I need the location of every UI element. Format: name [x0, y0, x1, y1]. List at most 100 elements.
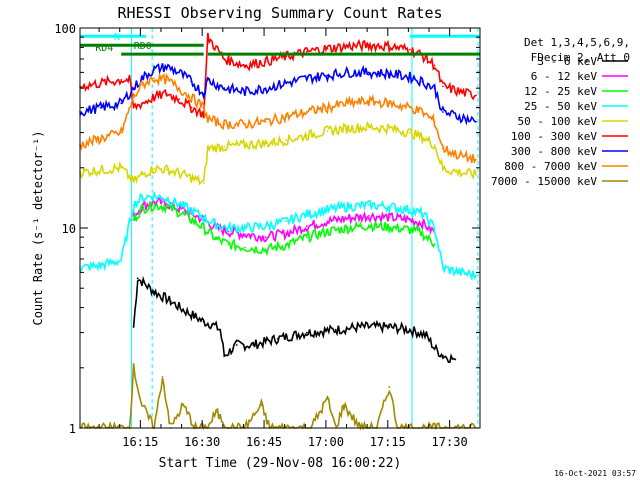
- data-point: [178, 203, 180, 205]
- data-point: [305, 331, 308, 334]
- x-tick-label: 17:00: [308, 435, 344, 449]
- data-point: [347, 45, 349, 48]
- series-3: [79, 190, 477, 282]
- data-point: [128, 79, 131, 81]
- data-point: [326, 74, 329, 77]
- data-point: [433, 87, 436, 90]
- data-point: [417, 331, 419, 334]
- data-point: [190, 209, 193, 212]
- data-point: [347, 127, 349, 130]
- data-point: [425, 334, 428, 337]
- data-point: [421, 111, 424, 113]
- data-point: [165, 79, 168, 81]
- data-point: [120, 79, 123, 81]
- data-point: [223, 145, 226, 148]
- data-point: [120, 131, 123, 134]
- data-point: [141, 207, 143, 210]
- data-point: [165, 205, 168, 208]
- data-point: [99, 169, 102, 171]
- data-point: [182, 308, 185, 311]
- x-axis-label: Start Time (29-Nov-08 16:00:22): [159, 456, 402, 471]
- data-point: [206, 36, 209, 39]
- legend-entry-label: 12 - 25 keV: [524, 85, 597, 98]
- data-point: [244, 227, 246, 229]
- legend-entry-label: 6 - 12 keV: [531, 70, 598, 83]
- data-point: [388, 102, 391, 105]
- data-point: [190, 177, 193, 179]
- data-point: [202, 92, 205, 95]
- data-point: [326, 47, 329, 50]
- data-point: [223, 87, 226, 90]
- data-point: [326, 397, 329, 400]
- legend-entry-label: 100 - 300 keV: [511, 130, 597, 143]
- data-point: [285, 139, 288, 142]
- data-point: [433, 120, 436, 123]
- data-point: [202, 106, 205, 109]
- x-tick-label: 16:45: [246, 435, 282, 449]
- data-point: [343, 404, 345, 407]
- data-point: [202, 320, 205, 323]
- data-point: [202, 216, 205, 219]
- data-point: [326, 220, 329, 223]
- data-point: [475, 274, 477, 277]
- data-point: [264, 120, 267, 123]
- data-point: [347, 227, 349, 229]
- data-point: [305, 111, 308, 113]
- data-point: [141, 77, 143, 80]
- data-point: [388, 216, 391, 219]
- data-point: [219, 328, 222, 331]
- data-point: [367, 215, 370, 217]
- data-point: [421, 232, 424, 235]
- data-point: [285, 220, 288, 223]
- legend-entry-label: 300 - 800 keV: [511, 145, 597, 158]
- data-point: [132, 87, 135, 90]
- data-point: [153, 204, 156, 207]
- data-point: [165, 65, 168, 68]
- data-point: [99, 106, 102, 109]
- data-point: [141, 196, 143, 199]
- data-point: [305, 50, 308, 53]
- data-point: [190, 106, 193, 109]
- series-line: [132, 197, 436, 243]
- data-point: [153, 201, 156, 203]
- data-point: [367, 204, 370, 207]
- data-point: [227, 230, 230, 233]
- data-point: [132, 218, 135, 221]
- x-tick-label: 17:15: [370, 435, 406, 449]
- data-point: [211, 323, 213, 326]
- data-point: [182, 404, 185, 407]
- data-point: [388, 205, 391, 208]
- data-point: [409, 228, 411, 231]
- series-line: [132, 201, 436, 257]
- series-4: [79, 120, 477, 186]
- data-point: [458, 154, 461, 157]
- x-tick-label: 16:15: [122, 435, 158, 449]
- data-point: [305, 134, 308, 137]
- data-point: [244, 233, 246, 236]
- data-point: [442, 111, 444, 113]
- data-point: [326, 230, 329, 233]
- data-point: [202, 182, 205, 184]
- data-point: [252, 344, 255, 346]
- data-point: [367, 126, 370, 128]
- data-point: [223, 123, 226, 126]
- legend-entry-label: 3 - 6 keV: [537, 55, 597, 68]
- data-point: [153, 194, 156, 197]
- flag-label: RD0: [134, 41, 152, 52]
- data-point: [409, 131, 411, 134]
- data-point: [409, 328, 411, 331]
- data-point: [223, 58, 226, 60]
- data-point: [141, 83, 143, 86]
- footer-timestamp: 16-Oct-2021 03:57: [554, 469, 636, 478]
- data-point: [388, 386, 391, 389]
- data-point: [285, 115, 288, 118]
- data-point: [206, 147, 209, 150]
- data-point: [120, 166, 123, 169]
- data-point: [433, 64, 436, 67]
- data-point: [153, 167, 156, 170]
- data-point: [359, 326, 362, 328]
- data-point: [223, 354, 226, 357]
- data-point: [347, 102, 349, 105]
- data-point: [458, 90, 461, 93]
